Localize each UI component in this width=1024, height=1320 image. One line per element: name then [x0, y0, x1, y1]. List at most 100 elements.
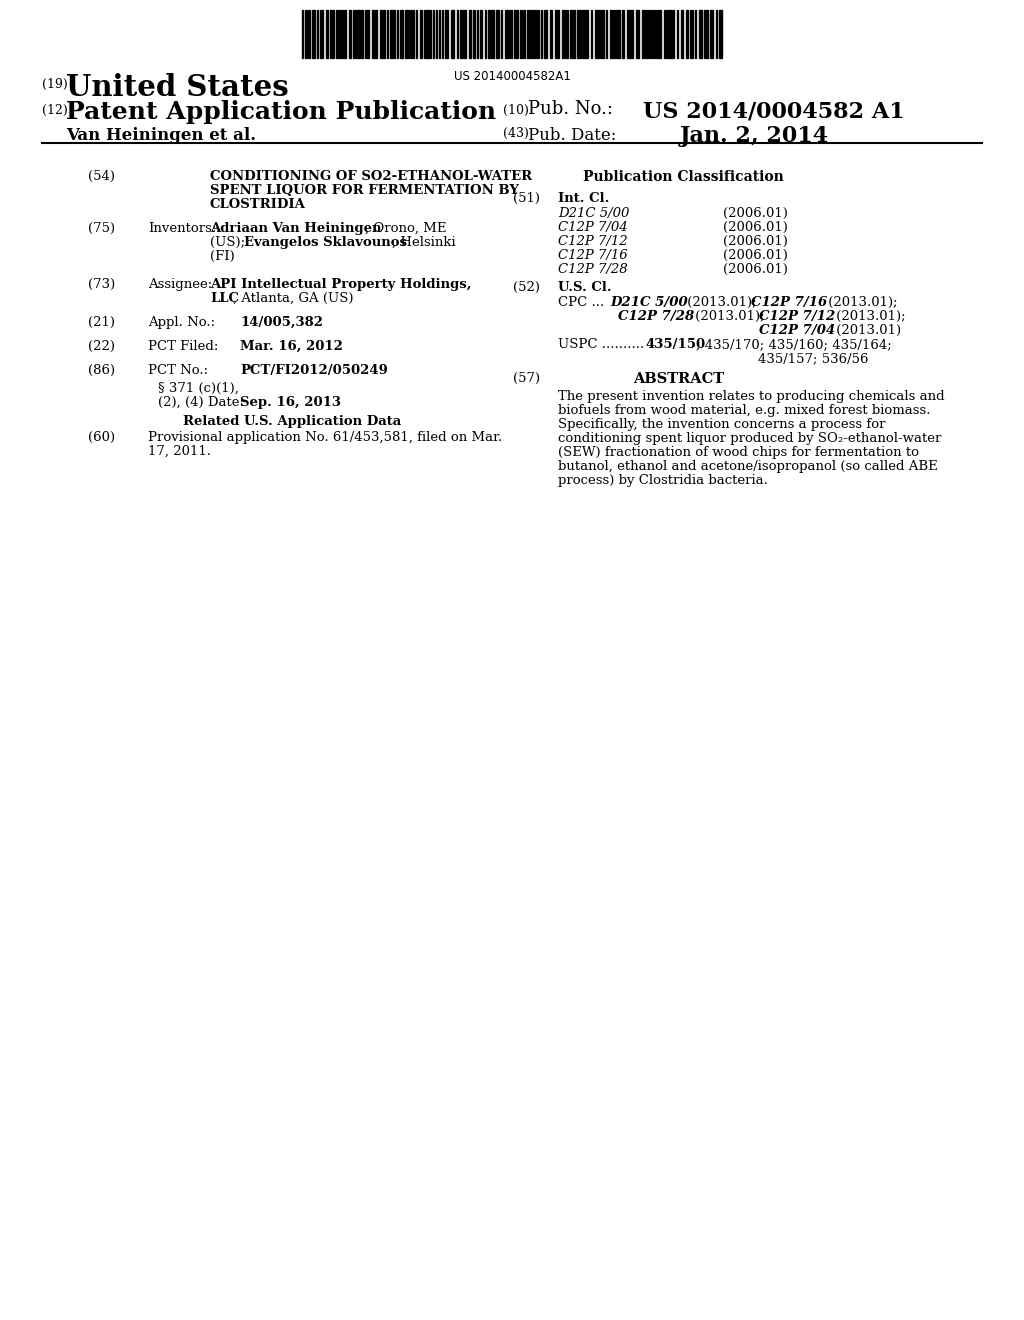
Text: C12P 7/04: C12P 7/04 [759, 323, 836, 337]
Text: (2006.01): (2006.01) [723, 249, 787, 261]
Text: API Intellectual Property Holdings,: API Intellectual Property Holdings, [210, 279, 471, 290]
Bar [349, 11, 351, 58]
Text: (10): (10) [503, 104, 528, 117]
Text: (2006.01): (2006.01) [723, 207, 787, 220]
Text: § 371 (c)(1),: § 371 (c)(1), [158, 381, 239, 395]
Text: Int. Cl.: Int. Cl. [558, 191, 609, 205]
Text: (86): (86) [88, 364, 115, 378]
Bar [578, 11, 580, 58]
Bar [406, 11, 408, 58]
Text: US 2014/0004582 A1: US 2014/0004582 A1 [643, 100, 905, 121]
Bar [583, 11, 585, 58]
Text: 435/150: 435/150 [646, 338, 707, 351]
Bar [573, 11, 575, 58]
Text: (43): (43) [503, 127, 528, 140]
Bar [557, 11, 559, 58]
Text: C12P 7/28: C12P 7/28 [618, 310, 694, 323]
Bar [629, 11, 631, 58]
Text: , Atlanta, GA (US): , Atlanta, GA (US) [233, 292, 353, 305]
Text: (2006.01): (2006.01) [723, 235, 787, 248]
Bar [514, 11, 516, 58]
Text: , Helsinki: , Helsinki [392, 236, 456, 249]
Bar [681, 11, 683, 58]
Text: United States: United States [66, 73, 289, 102]
Text: 435/157; 536/56: 435/157; 536/56 [758, 352, 868, 366]
Text: Adriaan Van Heiningen: Adriaan Van Heiningen [210, 222, 382, 235]
Text: (US);: (US); [210, 236, 250, 249]
Text: (75): (75) [88, 222, 115, 235]
Bar [361, 11, 364, 58]
Bar [400, 11, 403, 58]
Text: US 20140004582A1: US 20140004582A1 [454, 70, 570, 83]
Text: (2013.01);: (2013.01); [831, 310, 905, 323]
Text: C12P 7/28: C12P 7/28 [558, 263, 628, 276]
Bar [426, 11, 429, 58]
Bar [487, 11, 490, 58]
Bar [451, 11, 454, 58]
Text: C12P 7/04: C12P 7/04 [558, 220, 628, 234]
Text: Van Heiningen et al.: Van Heiningen et al. [66, 127, 256, 144]
Text: conditioning spent liquor produced by SO₂-ethanol-water: conditioning spent liquor produced by SO… [558, 432, 941, 445]
Bar [597, 11, 599, 58]
Bar [376, 11, 378, 58]
Text: (52): (52) [513, 281, 540, 294]
Text: process) by Clostridia bacteria.: process) by Clostridia bacteria. [558, 474, 768, 487]
Text: Assignee:: Assignee: [148, 279, 212, 290]
Text: (12): (12) [42, 104, 68, 117]
Bar [666, 11, 668, 58]
Text: (22): (22) [88, 341, 115, 352]
Text: PCT/FI2012/050249: PCT/FI2012/050249 [240, 364, 388, 378]
Text: (60): (60) [88, 432, 115, 444]
Text: Evangelos Sklavounos: Evangelos Sklavounos [244, 236, 407, 249]
Text: (FI): (FI) [210, 249, 234, 263]
Text: CPC ...: CPC ... [558, 296, 608, 309]
Bar [570, 11, 572, 58]
Bar [312, 11, 315, 58]
Text: SPENT LIQUOR FOR FERMENTATION BY: SPENT LIQUOR FOR FERMENTATION BY [210, 183, 519, 197]
Text: USPC ..........: USPC .......... [558, 338, 644, 351]
Bar [344, 11, 346, 58]
Bar [390, 11, 393, 58]
Bar [492, 11, 494, 58]
Text: (2), (4) Date:: (2), (4) Date: [158, 396, 244, 409]
Text: CLOSTRIDIA: CLOSTRIDIA [210, 198, 306, 211]
Text: (57): (57) [513, 372, 540, 385]
Text: C12P 7/12: C12P 7/12 [558, 235, 628, 248]
Text: U.S. Cl.: U.S. Cl. [558, 281, 611, 294]
Text: biofuels from wood material, e.g. mixed forest biomass.: biofuels from wood material, e.g. mixed … [558, 404, 931, 417]
Text: (2013.01): (2013.01) [831, 323, 901, 337]
Bar [496, 11, 499, 58]
Text: Related U.S. Application Data: Related U.S. Application Data [183, 414, 401, 428]
Text: 14/005,382: 14/005,382 [240, 315, 323, 329]
Bar [368, 11, 370, 58]
Text: Pub. No.:: Pub. No.: [528, 100, 613, 117]
Bar [505, 11, 508, 58]
Text: Pub. Date:: Pub. Date: [528, 127, 616, 144]
Text: 17, 2011.: 17, 2011. [148, 445, 211, 458]
Bar [473, 11, 475, 58]
Text: Publication Classification: Publication Classification [583, 170, 783, 183]
Text: PCT Filed:: PCT Filed: [148, 341, 218, 352]
Text: C12P 7/12: C12P 7/12 [759, 310, 836, 323]
Bar [530, 11, 534, 58]
Bar [341, 11, 343, 58]
Bar [463, 11, 466, 58]
Text: (2013.01);: (2013.01); [691, 310, 769, 323]
Bar [444, 11, 447, 58]
Text: PCT No.:: PCT No.: [148, 364, 208, 378]
Bar [656, 11, 658, 58]
Bar [646, 11, 647, 58]
Text: Inventors:: Inventors: [148, 222, 216, 235]
Text: (19): (19) [42, 78, 68, 91]
Bar [719, 11, 722, 58]
Bar [610, 11, 613, 58]
Text: (2006.01): (2006.01) [723, 263, 787, 276]
Bar [460, 11, 462, 58]
Bar [373, 11, 375, 58]
Text: (73): (73) [88, 279, 116, 290]
Bar [686, 11, 688, 58]
Bar [326, 11, 328, 58]
Text: Mar. 16, 2012: Mar. 16, 2012 [240, 341, 343, 352]
Text: C12P 7/16: C12P 7/16 [751, 296, 827, 309]
Bar [380, 11, 382, 58]
